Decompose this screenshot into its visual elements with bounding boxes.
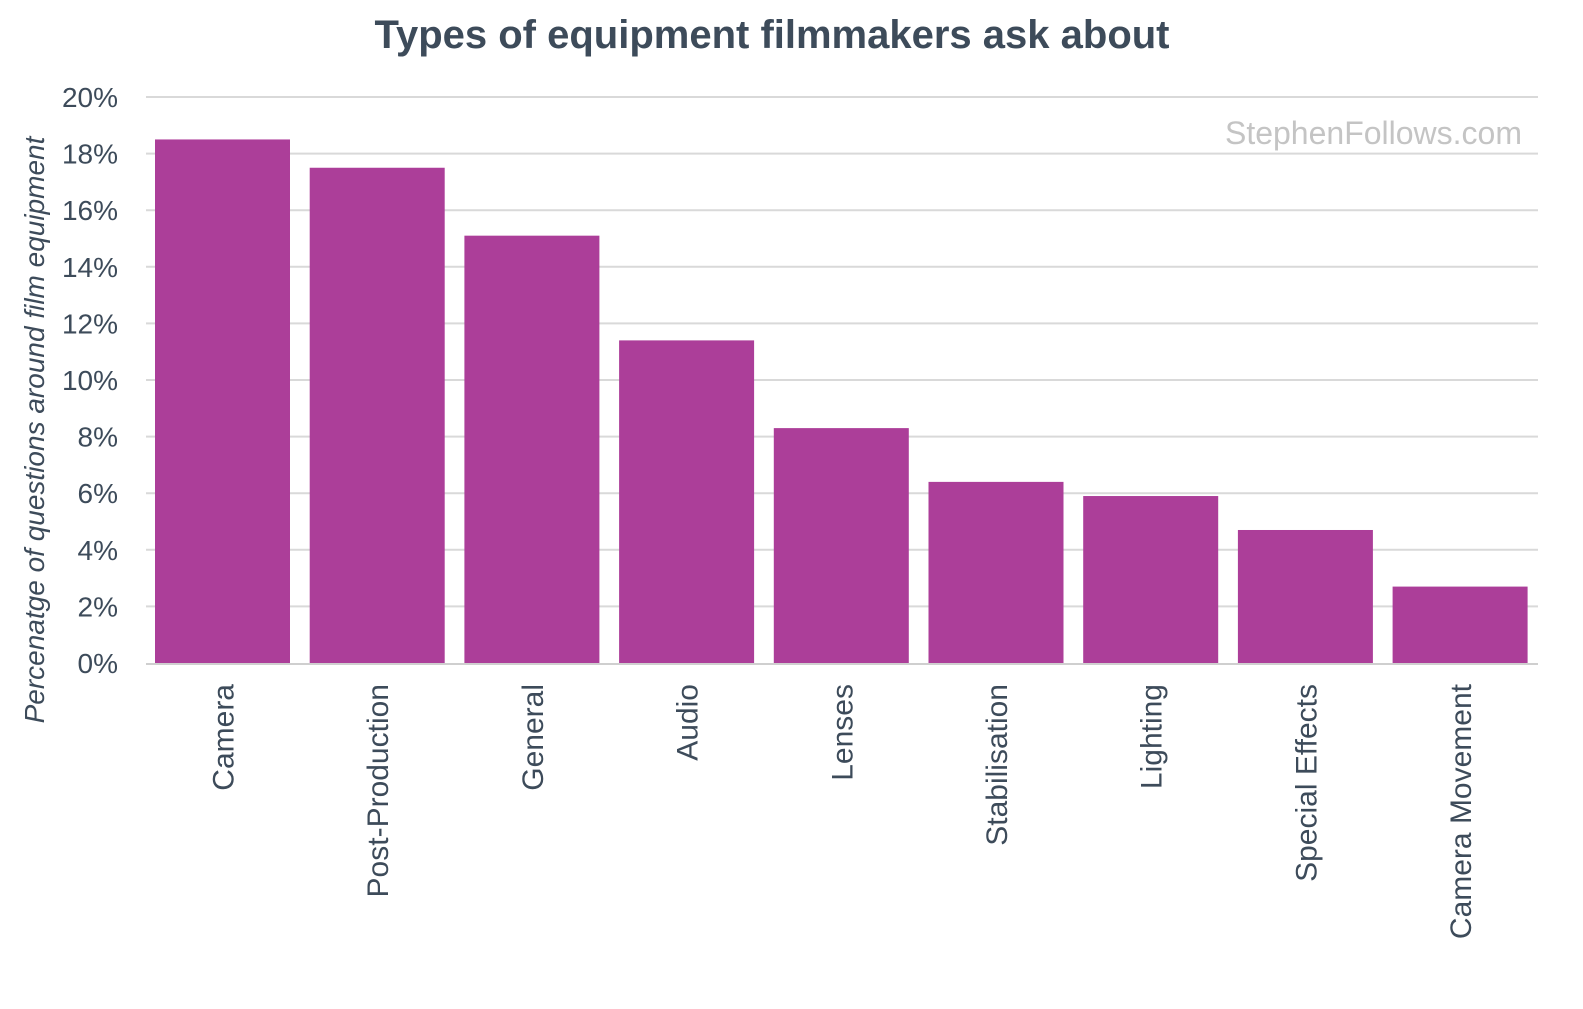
bar (155, 139, 290, 663)
y-tick-label: 4% (78, 535, 118, 566)
chart-title: Types of equipment filmmakers ask about (374, 13, 1169, 57)
bar (619, 340, 755, 663)
bar (1237, 529, 1373, 663)
x-category-label: General (517, 684, 550, 791)
x-category-label: Lighting (1136, 684, 1169, 789)
x-category-label: Post-Production (362, 684, 395, 897)
bar (928, 481, 1064, 663)
bar (1083, 496, 1219, 663)
x-category-label: Audio (672, 684, 705, 761)
y-axis-ticks: 0% 2% 4% 6% 8% 10% 12% 14% 16% 18% 20% (62, 82, 118, 679)
bar (1392, 586, 1528, 663)
y-tick-label: 8% (78, 422, 118, 453)
y-tick-label: 2% (78, 591, 118, 622)
bar (464, 235, 600, 664)
x-axis-categories: Camera Post-Production General Audio Lenses S… (208, 683, 1479, 939)
bar (309, 167, 445, 663)
y-tick-label: 16% (62, 195, 118, 226)
bar (773, 428, 909, 663)
y-tick-label: 20% (62, 82, 118, 113)
y-tick-label: 6% (78, 478, 118, 509)
y-tick-label: 18% (62, 139, 118, 170)
watermark: StephenFollows.com (1225, 115, 1522, 151)
x-category-label: Camera Movement (1445, 683, 1478, 939)
y-tick-label: 10% (62, 365, 118, 396)
y-tick-label: 0% (78, 648, 118, 679)
y-axis-title: Percenatge of questions around film equi… (19, 135, 50, 723)
y-tick-label: 14% (62, 252, 118, 283)
x-category-label: Stabilisation (981, 684, 1014, 846)
x-category-label: Lenses (826, 684, 859, 781)
x-category-label: Special Effects (1290, 684, 1323, 882)
x-category-label: Camera (208, 684, 241, 791)
y-tick-label: 12% (62, 308, 118, 339)
bars (155, 139, 1528, 664)
